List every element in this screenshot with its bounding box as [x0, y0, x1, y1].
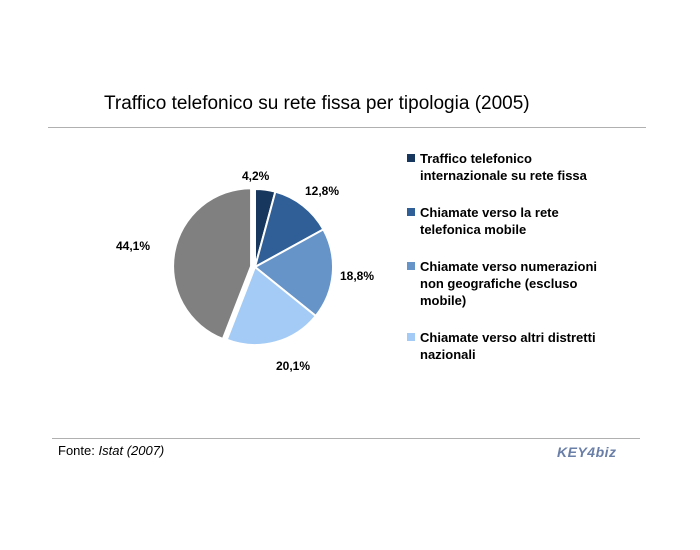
pie-slice-other: [172, 187, 253, 341]
source-note: Fonte: Istat (2007): [58, 443, 164, 458]
data-label-international: 4,2%: [242, 169, 270, 183]
legend-swatch-mobile: [407, 208, 415, 216]
legend-item-international: Traffico telefonico internazionale su re…: [407, 150, 607, 184]
source-year: (2007): [126, 443, 165, 458]
chart-legend: Traffico telefonico internazionale su re…: [407, 150, 607, 383]
legend-swatch-national-districts: [407, 333, 415, 341]
pie-slice-non-geographic: [253, 228, 334, 318]
data-label-mobile: 12,8%: [305, 184, 339, 198]
source-prefix: Fonte:: [58, 443, 95, 458]
data-label-national-districts: 20,1%: [276, 359, 310, 373]
legend-label-mobile: Chiamate verso la rete telefonica mobile: [420, 205, 559, 237]
legend-label-international: Traffico telefonico internazionale su re…: [420, 151, 587, 183]
data-label-other: 44,1%: [116, 239, 150, 253]
pie-slice-national-districts: [225, 265, 318, 346]
key4biz-logo: KEY4biz: [557, 444, 617, 460]
legend-swatch-international: [407, 154, 415, 162]
source-name: Istat: [98, 443, 124, 458]
legend-item-non-geographic: Chiamate verso numerazioni non geografic…: [407, 258, 607, 309]
pie-slice-mobile: [253, 190, 325, 270]
legend-item-national-districts: Chiamate verso altri distretti nazionali: [407, 329, 607, 363]
chart-title: Traffico telefonico su rete fissa per ti…: [104, 93, 530, 114]
legend-label-national-districts: Chiamate verso altri distretti nazionali: [420, 330, 596, 362]
top-divider: [48, 127, 646, 128]
legend-item-mobile: Chiamate verso la rete telefonica mobile: [407, 204, 607, 238]
legend-label-non-geographic: Chiamate verso numerazioni non geografic…: [420, 259, 597, 308]
legend-swatch-non-geographic: [407, 262, 415, 270]
data-label-non-geographic: 18,8%: [340, 269, 374, 283]
bottom-divider: [52, 438, 640, 439]
